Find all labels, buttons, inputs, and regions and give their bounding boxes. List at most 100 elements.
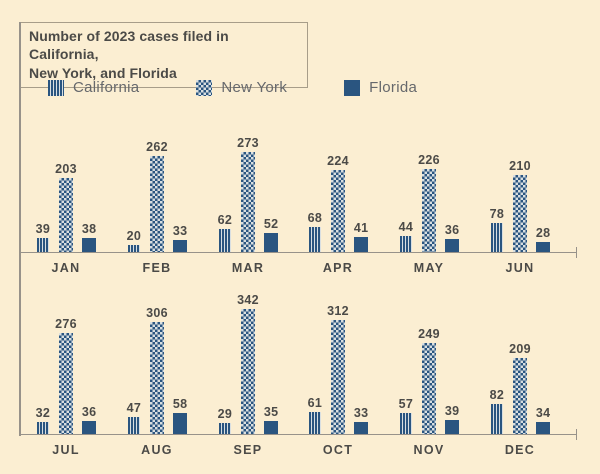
chart-title-line-2: New York, and Florida bbox=[29, 64, 177, 81]
california-bar bbox=[490, 223, 503, 252]
newyork-bar-column: 209 bbox=[509, 341, 531, 434]
newyork-bar bbox=[422, 343, 436, 434]
bar-group-jan: 39 203 38 JAN bbox=[36, 162, 97, 275]
month-label: AUG bbox=[141, 443, 173, 457]
month-label: MAR bbox=[231, 261, 265, 275]
california-bar-column: 47 bbox=[126, 400, 142, 434]
california-bar-column: 61 bbox=[307, 395, 323, 434]
bar-value-label: 57 bbox=[398, 396, 414, 411]
florida-bar bbox=[173, 240, 188, 252]
florida-bar-column: 36 bbox=[444, 222, 460, 252]
california-bar bbox=[490, 404, 503, 434]
bar-value-label: 273 bbox=[237, 135, 259, 150]
california-bar bbox=[218, 423, 231, 434]
chart-row-1: 39 203 38 JAN 20 262 33 FEB 62 273 52 MAR 68 224 41 APR… bbox=[19, 112, 577, 275]
bar-group-jun: 78 210 28 JUN bbox=[490, 158, 551, 275]
bar-value-label: 52 bbox=[263, 216, 279, 231]
month-label: NOV bbox=[413, 443, 445, 457]
newyork-bar bbox=[150, 156, 164, 252]
florida-bar bbox=[82, 421, 97, 434]
month-label: OCT bbox=[322, 443, 354, 457]
florida-bar bbox=[264, 233, 279, 252]
bar-value-label: 68 bbox=[307, 210, 323, 225]
bar-value-label: 33 bbox=[172, 223, 188, 238]
florida-bar bbox=[354, 422, 369, 434]
newyork-bar-column: 203 bbox=[55, 162, 77, 252]
month-label: APR bbox=[322, 261, 354, 275]
california-bar bbox=[36, 238, 49, 252]
bar-group-dec: 82 209 34 DEC bbox=[489, 341, 551, 457]
bar-value-label: 36 bbox=[444, 222, 460, 237]
florida-bar bbox=[445, 420, 460, 434]
axis-end-tick bbox=[575, 428, 577, 440]
newyork-bar-column: 249 bbox=[418, 326, 440, 434]
month-label: FEB bbox=[142, 261, 172, 275]
newyork-bar bbox=[241, 152, 255, 252]
bar-value-label: 36 bbox=[81, 404, 97, 419]
legend-label-newyork: New York bbox=[221, 79, 288, 96]
california-bar-column: 44 bbox=[399, 220, 414, 252]
bar-value-label: 249 bbox=[418, 326, 440, 341]
bar-group-oct: 61 312 33 OCT bbox=[307, 304, 369, 457]
florida-bar bbox=[82, 238, 97, 252]
florida-bar bbox=[354, 237, 369, 252]
chart-row-2: 32 276 36 JUL 47 306 58 AUG 29 342 35 SEP 61 312 33 OCT… bbox=[19, 293, 577, 457]
florida-bar-column: 41 bbox=[354, 221, 369, 252]
california-bar bbox=[36, 422, 49, 434]
bar-value-label: 61 bbox=[307, 395, 323, 410]
newyork-bar bbox=[150, 322, 164, 434]
florida-bar-column: 39 bbox=[444, 403, 460, 434]
bar-value-label: 306 bbox=[146, 305, 168, 320]
bar-value-label: 47 bbox=[126, 400, 142, 415]
bar-value-label: 33 bbox=[353, 405, 369, 420]
month-label: JUL bbox=[52, 443, 80, 457]
bar-value-label: 82 bbox=[489, 387, 505, 402]
florida-solid-swatch-icon bbox=[344, 79, 361, 96]
florida-bar-column: 28 bbox=[535, 225, 551, 252]
bar-group-apr: 68 224 41 APR bbox=[307, 153, 369, 275]
month-label: SEP bbox=[233, 443, 263, 457]
newyork-bar bbox=[59, 333, 73, 434]
florida-bar-column: 34 bbox=[536, 406, 551, 434]
bar-value-label: 35 bbox=[263, 404, 279, 419]
bar-group-may: 44 226 36 MAY bbox=[399, 153, 460, 275]
newyork-bar bbox=[513, 358, 527, 434]
california-bar bbox=[127, 245, 140, 252]
legend-label-florida: Florida bbox=[369, 79, 418, 96]
bar-value-label: 210 bbox=[509, 158, 531, 173]
bar-group-sep: 29 342 35 SEP bbox=[217, 293, 279, 457]
newyork-bar bbox=[241, 309, 255, 434]
month-label: JAN bbox=[51, 261, 81, 275]
bar-value-label: 209 bbox=[509, 341, 531, 356]
california-bar-column: 32 bbox=[36, 406, 51, 434]
bar-value-label: 29 bbox=[217, 406, 233, 421]
california-bar-column: 68 bbox=[307, 210, 323, 252]
chart-title-box: Number of 2023 cases filed in California… bbox=[19, 22, 308, 89]
california-bar bbox=[399, 413, 412, 434]
bar-value-label: 20 bbox=[126, 228, 142, 243]
bar-value-label: 224 bbox=[327, 153, 349, 168]
bar-value-label: 28 bbox=[535, 225, 551, 240]
bar-value-label: 39 bbox=[444, 403, 460, 418]
bar-value-label: 262 bbox=[146, 139, 168, 154]
florida-bar-column: 35 bbox=[263, 404, 279, 434]
bar-group-aug: 47 306 58 AUG bbox=[126, 305, 188, 457]
florida-bar-column: 33 bbox=[172, 223, 188, 252]
bar-value-label: 58 bbox=[172, 396, 188, 411]
california-bar bbox=[127, 417, 140, 434]
month-label: MAY bbox=[413, 261, 445, 275]
california-bar-column: 62 bbox=[217, 212, 233, 252]
newyork-bar-column: 342 bbox=[237, 293, 259, 434]
california-bar bbox=[218, 229, 231, 252]
bar-value-label: 276 bbox=[55, 316, 77, 331]
california-bar-column: 39 bbox=[36, 222, 51, 252]
california-bar bbox=[308, 227, 321, 252]
newyork-bar-column: 306 bbox=[146, 305, 168, 434]
chart-title-line-1: Number of 2023 cases filed in California… bbox=[29, 28, 229, 63]
california-bar-column: 78 bbox=[490, 207, 505, 252]
florida-bar bbox=[536, 242, 551, 252]
bar-group-feb: 20 262 33 FEB bbox=[126, 139, 188, 275]
bar-value-label: 62 bbox=[217, 212, 233, 227]
axis-end-tick bbox=[575, 246, 577, 258]
